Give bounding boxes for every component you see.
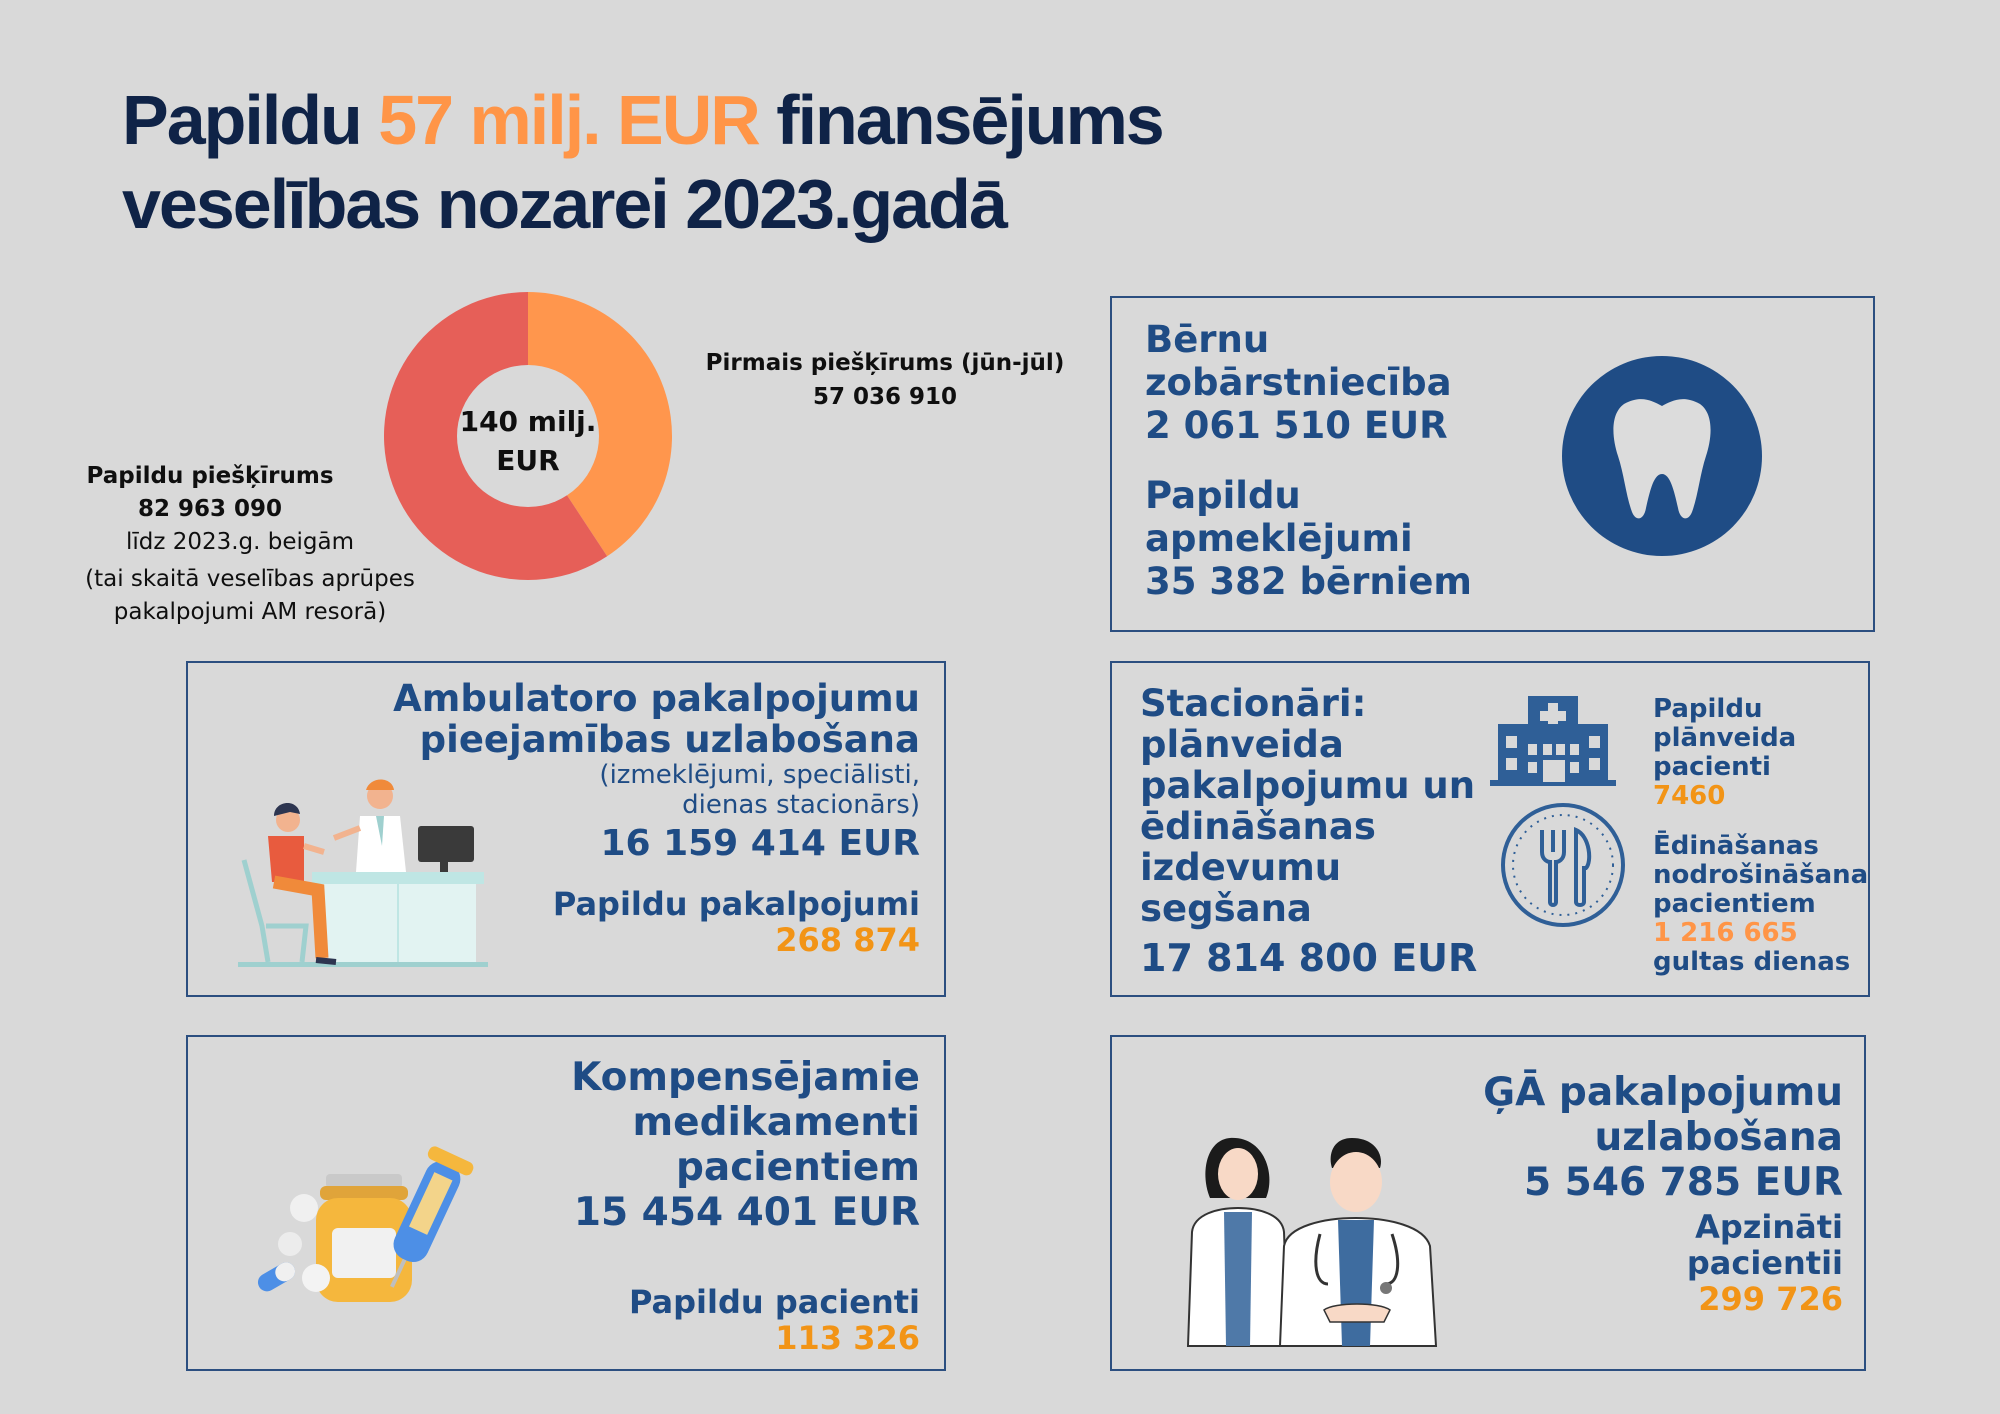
first-allocation-title: Pirmais piešķīrums (jūn-jūl) <box>705 350 1065 376</box>
additional-note-3: pakalpojumi AM resorā) <box>113 599 387 625</box>
dental-text: Bērnu zobārstniecība 2 061 510 EUR Papil… <box>1145 318 1585 603</box>
hospital-title-4: ēdināšanas <box>1140 805 1376 848</box>
medicines-title-1: Kompensējamie medikamenti <box>571 1055 920 1145</box>
ambulatory-note-2: dienas stacionārs) <box>682 790 920 820</box>
ambulatory-services-value: 268 874 <box>775 921 920 959</box>
dental-sub-1: Papildu <box>1145 474 1301 517</box>
meals-unit: gultas dienas <box>1653 947 1851 977</box>
title-line2: veselības nozarei 2023.gadā <box>122 165 1008 243</box>
dental-title: Bērnu zobārstniecība <box>1145 318 1452 404</box>
additional-note-1: līdz 2023.g. beigām <box>125 529 355 555</box>
gp-title-2: uzlabošana <box>1594 1115 1843 1160</box>
dental-box <box>1110 296 1875 632</box>
ambulatory-box <box>186 661 946 997</box>
hospital-title-5: izdevumu segšana <box>1140 846 1342 930</box>
center-label-line2: EUR <box>496 444 560 477</box>
ambulatory-services-label: Papildu pakalpojumi <box>552 885 920 923</box>
planned-patients-label-3: pacienti <box>1653 752 1771 782</box>
hospital-text: Stacionāri: plānveida pakalpojumu un ēdi… <box>1140 683 1510 983</box>
hospital-box <box>1110 661 1870 997</box>
meals-label-1: Ēdināšanas <box>1653 831 1819 861</box>
ambulatory-note-1: (izmeklējumi, speciālisti, <box>599 760 920 790</box>
additional-allocation-label: Papildu piešķīrums 82 963 090 līdz 2023.… <box>70 460 430 629</box>
medicines-box <box>186 1035 946 1371</box>
doctors-illustration <box>1186 1137 1438 1347</box>
title-accent: 57 milj. EUR <box>378 81 761 159</box>
medicines-patients-value: 113 326 <box>775 1319 920 1357</box>
first-allocation-label: Pirmais piešķīrums (jūn-jūl) 57 036 910 <box>700 346 1070 414</box>
planned-patients-label-1: Papildu <box>1653 694 1763 724</box>
hospital-title-1: Stacionāri: <box>1140 682 1367 725</box>
additional-note-2: (tai skaitā veselības aprūpes <box>85 566 415 592</box>
gp-title-1: ĢĀ pakalpojumu <box>1483 1070 1843 1115</box>
gp-box <box>1110 1035 1866 1371</box>
gp-text: ĢĀ pakalpojumu uzlabošana 5 546 785 EUR … <box>1400 1070 1843 1317</box>
meals-value: 1 216 665 <box>1653 918 1798 948</box>
ambulatory-title-1: Ambulatoro pakalpojumu <box>393 677 920 720</box>
meals-label-3: pacientiem <box>1653 889 1816 919</box>
medicines-text: Kompensējamie medikamenti pacientiem 15 … <box>300 1055 920 1356</box>
planned-patients-label-2: plānveida <box>1653 723 1797 753</box>
medicines-title-2: pacientiem <box>675 1145 920 1190</box>
page-title: Papildu 57 milj. EUR finansējums veselīb… <box>122 78 1322 246</box>
hospital-stats: Papildu plānveida pacienti 7460 Ēdināšan… <box>1653 695 1873 977</box>
title-prefix: Papildu <box>122 81 379 159</box>
ambulatory-text: Ambulatoro pakalpojumu pieejamības uzlab… <box>380 678 920 958</box>
pills-syringe-illustration <box>257 1146 474 1302</box>
ambulatory-title-2: pieejamības uzlabošana <box>419 718 920 761</box>
gp-patients-label-1: Apzināti <box>1695 1208 1843 1246</box>
gp-patients-value: 299 726 <box>1698 1280 1843 1318</box>
donut-center-label: 140 milj. EUR <box>448 402 608 480</box>
fork-knife-icon <box>1501 803 1625 927</box>
planned-patients-value: 7460 <box>1653 781 1726 811</box>
first-allocation-value: 57 036 910 <box>812 384 958 410</box>
hospital-icon <box>1490 696 1616 786</box>
gp-amount: 5 546 785 EUR <box>1523 1160 1843 1205</box>
hospital-title-3: pakalpojumu un <box>1140 764 1476 807</box>
dental-sub-3: 35 382 bērniem <box>1145 560 1472 603</box>
medicines-patients-label: Papildu pacienti <box>628 1283 920 1321</box>
gp-patients-label-2: pacientii <box>1686 1244 1843 1282</box>
dental-amount: 2 061 510 EUR <box>1145 404 1448 447</box>
title-suffix: finansējums <box>758 81 1164 159</box>
hospital-amount: 17 814 800 EUR <box>1140 936 1478 980</box>
additional-allocation-title: Papildu piešķīrums <box>86 463 334 489</box>
additional-allocation-value: 82 963 090 <box>137 496 283 522</box>
dental-sub-2: apmeklējumi <box>1145 517 1413 560</box>
hospital-title-2: plānveida <box>1140 723 1344 766</box>
medicines-amount: 15 454 401 EUR <box>573 1190 920 1235</box>
doctor-consultation-illustration <box>238 779 488 967</box>
ambulatory-amount: 16 159 414 EUR <box>600 823 920 864</box>
center-label-line1: 140 milj. <box>459 405 597 438</box>
tooth-icon <box>1562 356 1762 556</box>
meals-label-2: nodrošināšana <box>1653 860 1869 890</box>
